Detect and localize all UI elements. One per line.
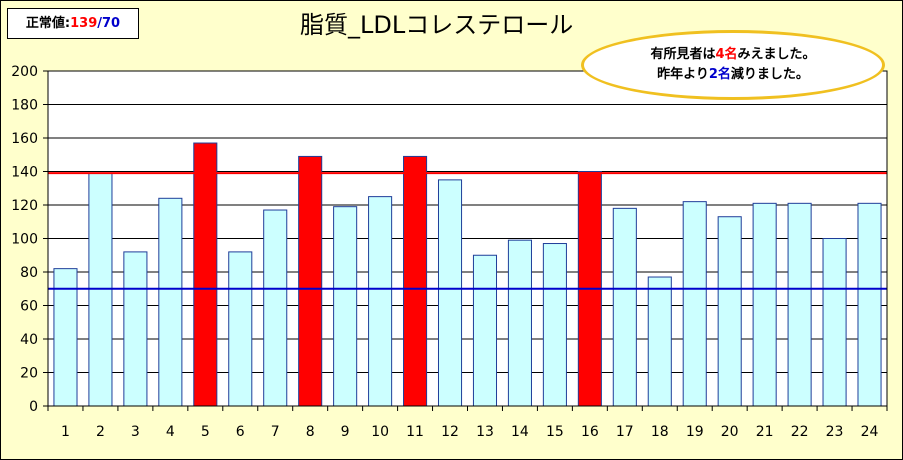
x-tick-label: 21 <box>756 424 774 440</box>
x-tick-label: 4 <box>166 424 175 440</box>
bar <box>857 202 882 407</box>
y-tick-label: 40 <box>20 332 38 348</box>
y-tick-label: 200 <box>11 64 38 80</box>
x-tick-label: 17 <box>616 424 634 440</box>
x-tick-label: 22 <box>791 424 809 440</box>
summary-line-1-suffix: みえました。 <box>737 47 816 62</box>
y-tick-label: 0 <box>29 399 38 415</box>
flagged-bar <box>403 155 428 407</box>
x-tick-label: 19 <box>686 424 704 440</box>
y-tick-label: 140 <box>11 165 38 181</box>
x-tick-label: 15 <box>546 424 564 440</box>
bar <box>507 239 532 407</box>
chart-title: 脂質_LDLコレステロール <box>300 11 574 39</box>
x-tick-label: 14 <box>511 424 529 440</box>
x-tick-label: 9 <box>341 424 350 440</box>
summary-line-1: 有所見者は4名みえました。 <box>584 45 882 65</box>
bar <box>717 216 742 407</box>
reference-separator: / <box>97 16 102 31</box>
x-tick-label: 6 <box>236 424 245 440</box>
summary-line-2-count: 2名 <box>708 67 731 82</box>
bar <box>612 207 637 407</box>
x-tick-label: 23 <box>826 424 844 440</box>
y-tick-label: 80 <box>20 265 38 281</box>
y-tick-label: 160 <box>11 131 38 147</box>
x-tick-label: 3 <box>131 424 140 440</box>
bar <box>333 206 358 407</box>
bar <box>752 202 777 407</box>
reference-label: 正常値: <box>25 16 71 31</box>
x-tick-label: 18 <box>651 424 669 440</box>
x-tick-label: 13 <box>476 424 494 440</box>
y-tick-label: 100 <box>11 232 38 248</box>
x-tick-label: 12 <box>441 424 459 440</box>
bar <box>123 251 148 407</box>
bar <box>158 197 183 407</box>
bar <box>682 201 707 407</box>
reference-range-box: 正常値:139/70 <box>7 8 139 39</box>
y-tick-label: 60 <box>20 299 38 315</box>
x-tick-label: 8 <box>306 424 315 440</box>
flagged-bar <box>298 155 323 407</box>
x-tick-label: 2 <box>96 424 105 440</box>
bar <box>647 276 672 407</box>
x-tick-label: 10 <box>371 424 389 440</box>
x-tick-label: 1 <box>61 424 70 440</box>
reference-lower: 70 <box>102 16 121 31</box>
x-tick-label: 7 <box>271 424 280 440</box>
bar <box>787 202 812 407</box>
summary-line-1-count: 4名 <box>715 47 738 62</box>
x-tick-label: 24 <box>861 424 879 440</box>
bar <box>542 243 567 407</box>
bar <box>368 196 393 407</box>
summary-line-2: 昨年より2名減りました。 <box>584 65 882 85</box>
bar <box>228 251 253 407</box>
bar <box>437 179 463 407</box>
flagged-bar <box>193 142 218 407</box>
bar <box>822 238 847 407</box>
summary-callout: 有所見者は4名みえました。 昨年より2名減りました。 <box>581 30 885 100</box>
x-tick-label: 16 <box>581 424 599 440</box>
summary-line-2-prefix: 昨年より <box>657 67 709 82</box>
summary-line-2-suffix: 減りました。 <box>730 67 809 82</box>
plot-border <box>47 70 888 407</box>
y-tick-label: 120 <box>11 198 38 214</box>
x-tick-label: 20 <box>721 424 739 440</box>
x-tick-label: 11 <box>406 424 424 440</box>
y-tick-label: 180 <box>11 98 38 114</box>
summary-line-1-prefix: 有所見者は <box>650 47 716 62</box>
x-tick-label: 5 <box>201 424 210 440</box>
y-tick-label: 20 <box>20 366 38 382</box>
bar <box>472 254 498 407</box>
bar <box>263 209 288 407</box>
reference-upper: 139 <box>70 16 98 31</box>
